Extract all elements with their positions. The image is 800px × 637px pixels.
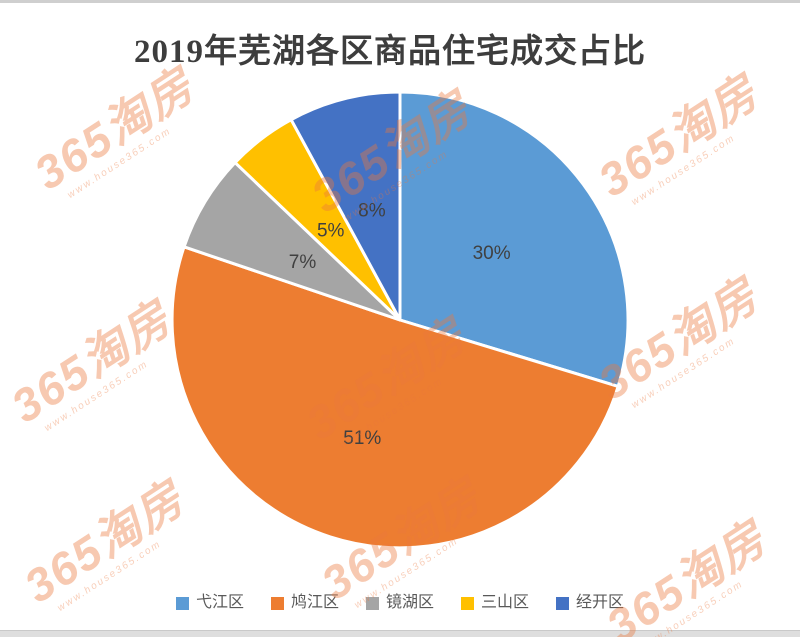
pie-slice-鸠江区 — [170, 245, 620, 550]
data-label-经开区: 8% — [358, 201, 386, 222]
pie-slice-经开区 — [289, 90, 402, 322]
pie-slice-弋江区 — [398, 90, 630, 388]
chart-title: 2019年芜湖各区商品住宅成交占比 — [134, 34, 646, 70]
legend-item-三山区: 三山区 — [461, 595, 529, 611]
data-label-镜湖区: 7% — [289, 252, 317, 273]
legend-swatch-icon — [461, 596, 474, 610]
data-label-弋江区: 30% — [473, 243, 511, 264]
chart-legend: 弋江区 鸠江区 镜湖区 三山区 经开区 — [0, 592, 800, 614]
legend-item-弋江区: 弋江区 — [175, 594, 244, 611]
legend-swatch-icon — [556, 596, 570, 610]
legend-swatch-icon — [270, 596, 284, 610]
data-label-三山区: 5% — [317, 221, 345, 242]
window-bottom-edge — [0, 630, 800, 637]
legend-label: 弋江区 — [195, 594, 244, 611]
legend-item-鸠江区: 鸠江区 — [270, 594, 339, 611]
legend-label: 经开区 — [576, 594, 625, 611]
window-top-edge — [0, 0, 800, 3]
legend-swatch-icon — [175, 596, 189, 610]
legend-swatch-icon — [365, 596, 379, 610]
legend-item-镜湖区: 镜湖区 — [365, 594, 434, 611]
legend-label: 鸠江区 — [290, 594, 339, 611]
legend-item-经开区: 经开区 — [556, 595, 624, 611]
data-label-鸠江区: 51% — [343, 428, 381, 449]
legend-label: 三山区 — [481, 594, 530, 611]
legend-label: 镜湖区 — [385, 594, 434, 611]
